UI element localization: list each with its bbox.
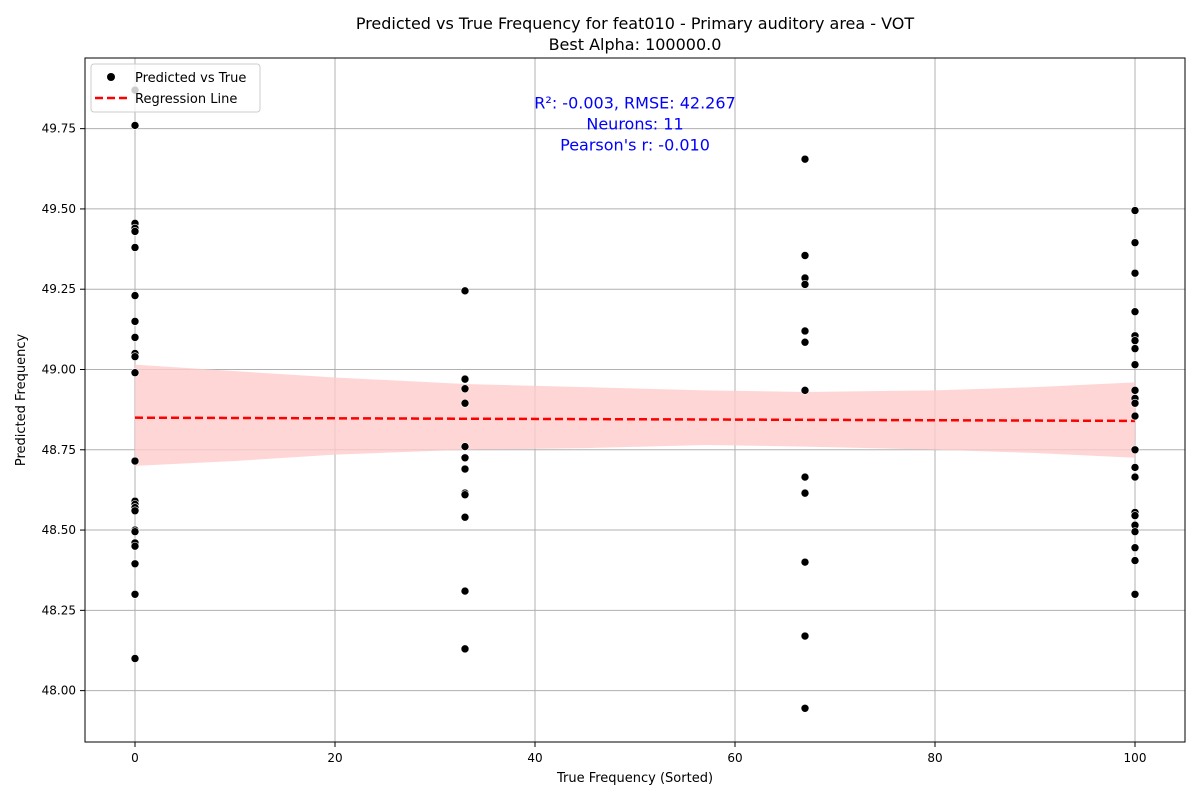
data-point — [460, 644, 470, 654]
data-point — [460, 384, 470, 394]
data-point — [800, 703, 810, 713]
data-point — [130, 654, 140, 663]
data-point — [460, 398, 470, 408]
x-tick-label: 40 — [527, 751, 542, 765]
data-point — [1130, 238, 1140, 247]
data-point — [800, 386, 810, 395]
y-axis-ticks: 48.00 48.25 48.50 48.75 49.00 49.25 49.50 49.75 — [42, 122, 85, 698]
annotation-line: R²: -0.003, RMSE: 42.267 — [534, 94, 735, 113]
data-point — [800, 488, 810, 498]
data-point — [1130, 344, 1140, 353]
data-point — [1130, 556, 1140, 565]
x-axis-label: True Frequency (Sorted) — [556, 771, 713, 786]
data-point — [130, 291, 140, 300]
data-point — [1130, 589, 1140, 599]
data-point — [130, 559, 140, 569]
data-point — [800, 557, 810, 567]
x-tick-label: 20 — [327, 751, 342, 765]
data-point — [1130, 511, 1140, 520]
annotation-line: Pearson's r: -0.010 — [560, 136, 710, 155]
y-tick-label: 48.25 — [42, 603, 76, 617]
data-point — [130, 368, 140, 378]
data-point — [130, 227, 140, 236]
confidence-band-area — [135, 364, 1135, 466]
data-point — [1130, 268, 1140, 278]
data-points — [130, 85, 1140, 713]
data-point — [800, 280, 810, 289]
data-point — [460, 464, 470, 474]
regression-line-group — [134, 416, 1136, 423]
data-point — [1130, 463, 1140, 472]
data-point — [130, 121, 140, 130]
data-point — [1130, 307, 1140, 316]
data-point — [130, 456, 140, 466]
legend-label-regression: Regression Line — [135, 92, 237, 107]
data-point — [1130, 336, 1140, 345]
confidence-band — [135, 364, 1135, 466]
x-tick-label: 100 — [1124, 751, 1147, 765]
data-point — [460, 286, 470, 296]
data-point — [460, 490, 470, 500]
chart-title-line2: Best Alpha: 100000.0 — [549, 35, 722, 54]
y-tick-label: 48.75 — [42, 443, 76, 457]
legend-label-points: Predicted vs True — [135, 71, 246, 86]
data-point — [130, 333, 140, 342]
data-point — [1130, 527, 1140, 536]
data-point — [130, 541, 140, 551]
data-point — [1130, 206, 1140, 215]
data-point — [800, 472, 810, 482]
data-point — [800, 326, 810, 336]
data-point — [1130, 445, 1140, 455]
annotation-line: Neurons: 11 — [586, 115, 683, 134]
data-point — [800, 337, 810, 347]
y-axis-label: Predicted Frequency — [14, 334, 29, 467]
regression-line — [134, 416, 1136, 423]
x-tick-label: 0 — [131, 751, 139, 765]
y-tick-label: 49.25 — [42, 282, 76, 296]
x-tick-label: 80 — [927, 751, 942, 765]
legend-box — [90, 63, 261, 113]
data-point — [130, 317, 140, 326]
legend-dot-icon — [107, 73, 115, 81]
data-point — [130, 589, 140, 599]
data-point — [1130, 543, 1140, 553]
data-point — [1130, 386, 1140, 395]
data-point — [1130, 472, 1140, 482]
stats-annotation: R²: -0.003, RMSE: 42.267 Neurons: 11 Pears… — [534, 94, 735, 155]
data-point — [130, 506, 140, 516]
chart-title-line1: Predicted vs True Frequency for feat010 … — [356, 14, 915, 33]
x-axis-ticks: 0 20 40 60 80 100 — [131, 742, 1146, 765]
data-point — [460, 374, 470, 384]
data-point — [130, 352, 140, 361]
data-point — [460, 512, 470, 522]
y-tick-label: 49.00 — [42, 362, 76, 376]
y-tick-label: 48.50 — [42, 523, 76, 537]
y-tick-label: 49.50 — [42, 202, 76, 216]
data-point — [460, 586, 470, 596]
data-point — [1130, 398, 1140, 408]
data-point — [130, 527, 140, 536]
data-point — [460, 442, 470, 451]
data-point — [1130, 360, 1140, 369]
data-point — [800, 631, 810, 641]
plot-area-frame — [84, 57, 1186, 743]
x-tick-label: 60 — [727, 751, 742, 765]
data-point — [1130, 411, 1140, 421]
y-tick-label: 48.00 — [42, 684, 76, 698]
data-point — [130, 243, 140, 252]
legend: Predicted vs True Regression Line — [90, 63, 261, 113]
data-point — [800, 251, 810, 260]
y-tick-label: 49.75 — [42, 122, 76, 136]
data-point — [460, 453, 470, 463]
data-point — [800, 154, 810, 164]
